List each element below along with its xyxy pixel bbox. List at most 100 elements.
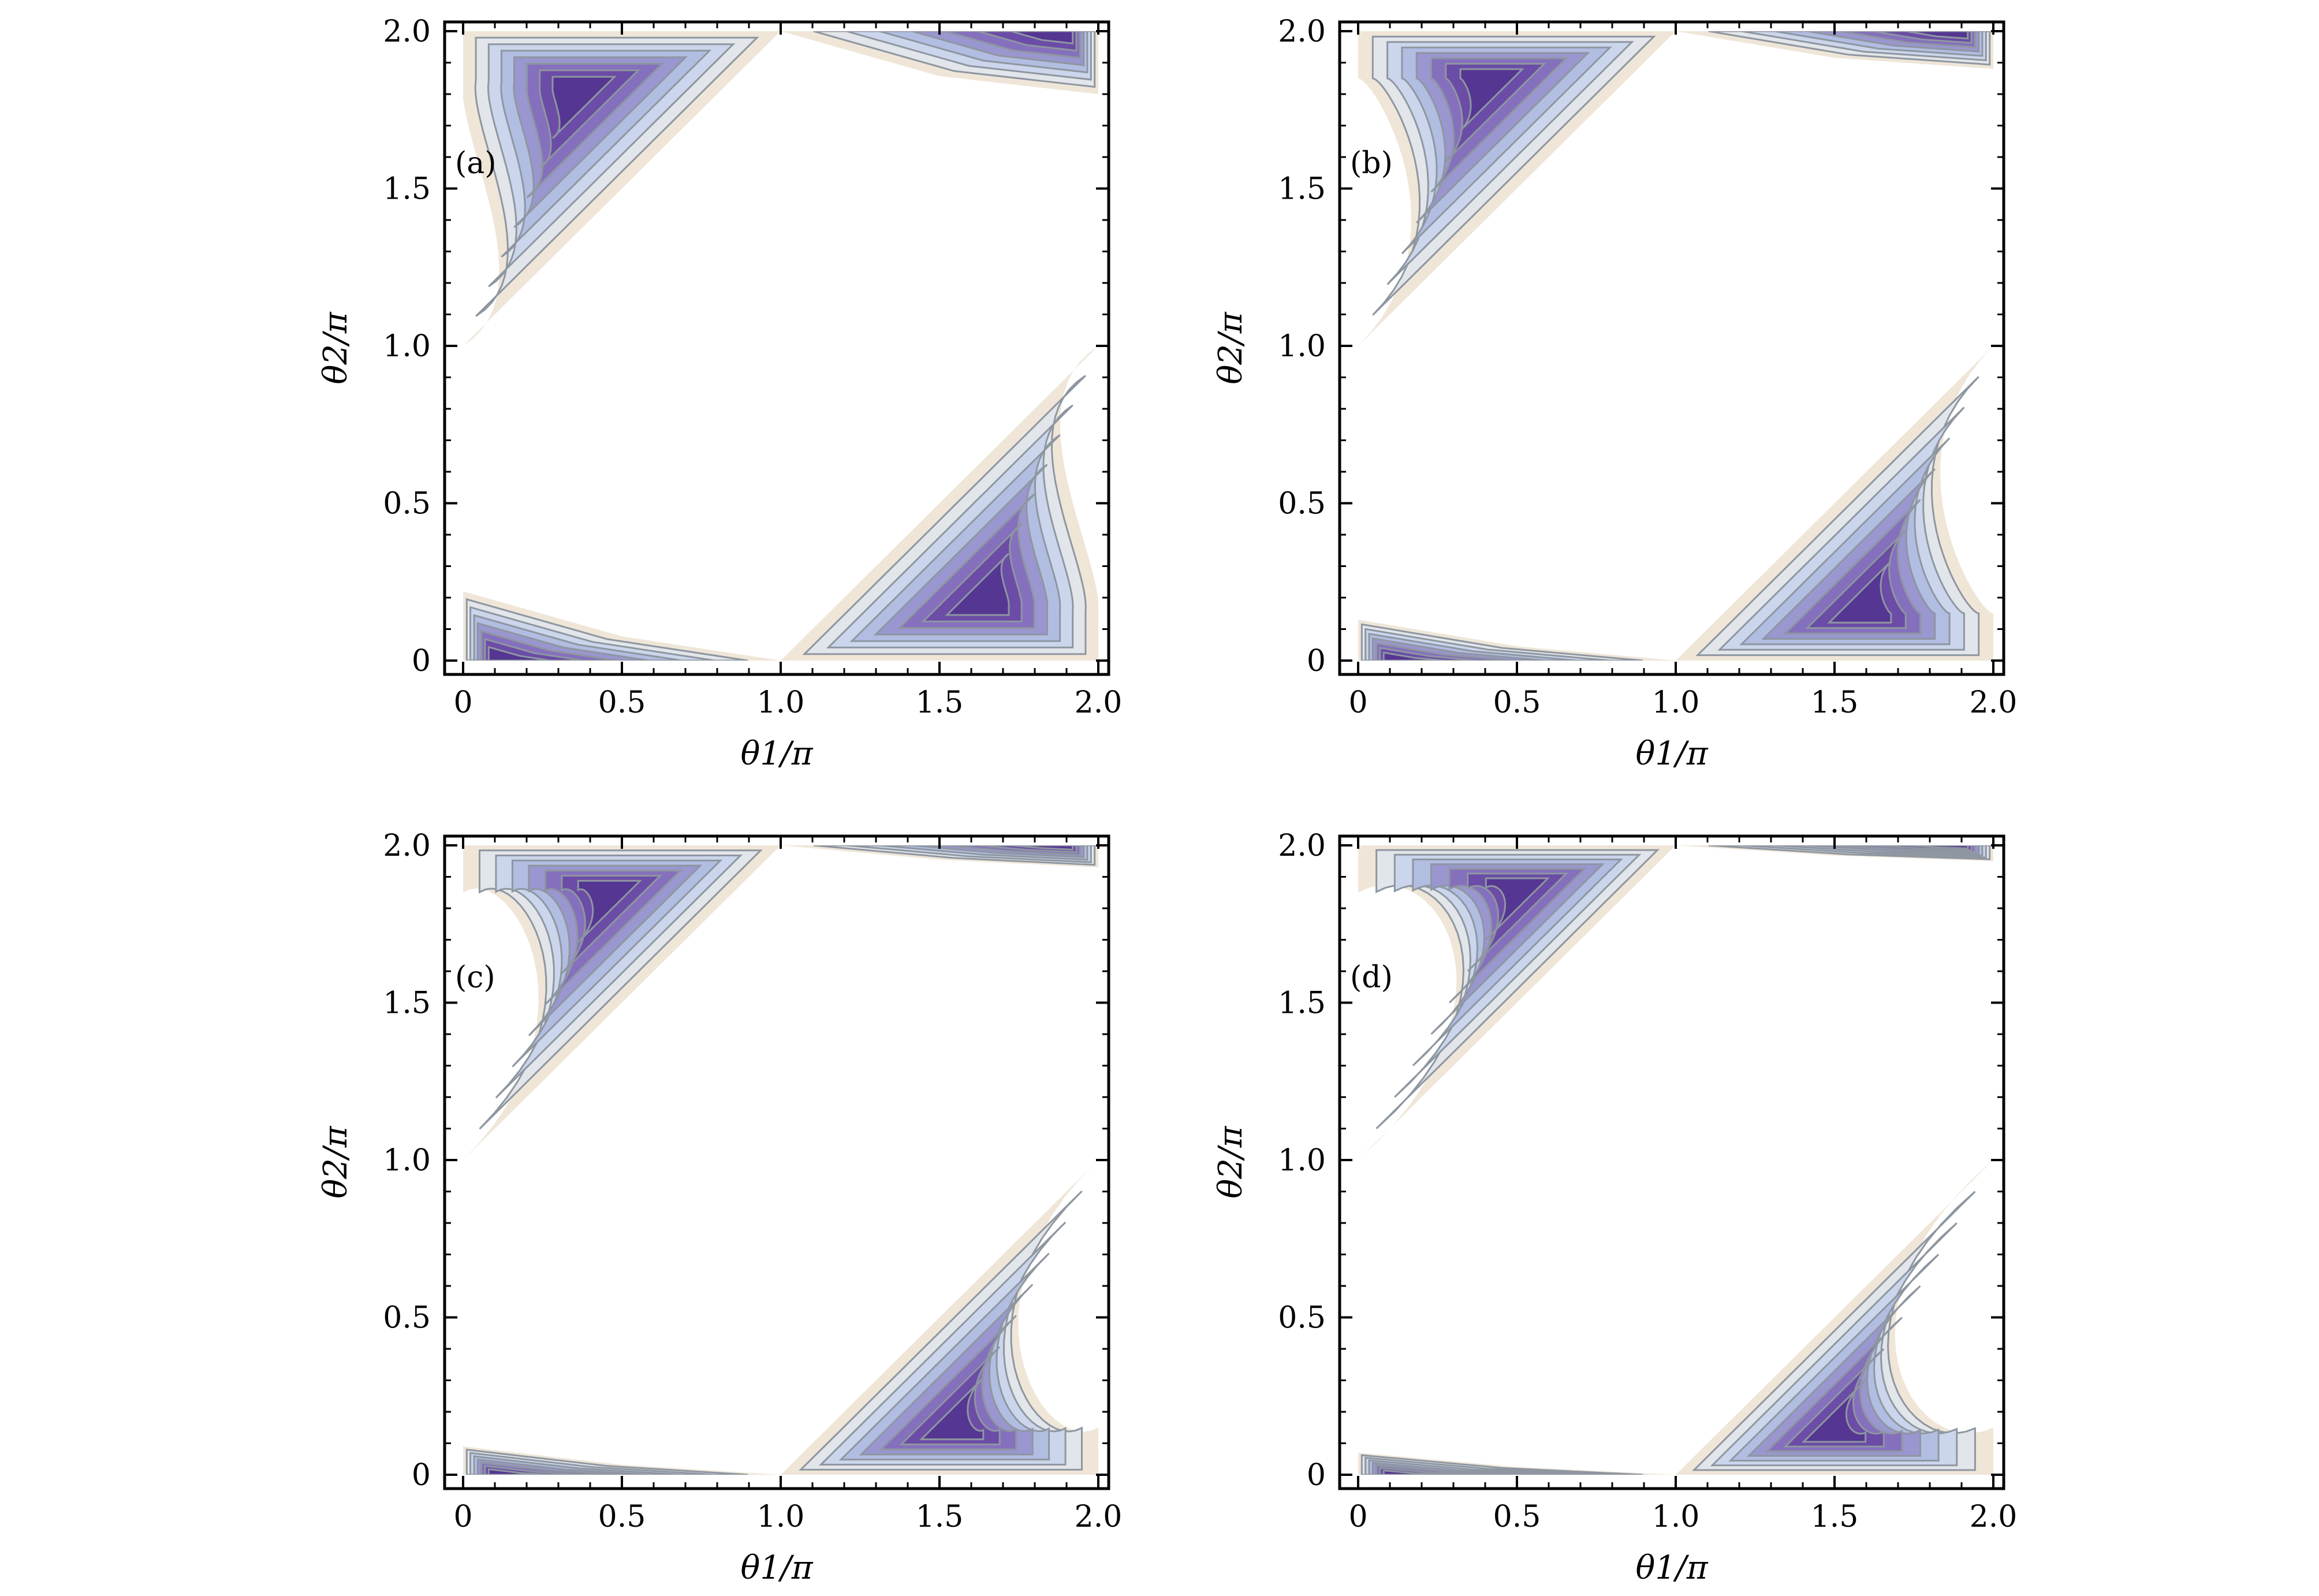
- upper-left-lobe: [1358, 845, 1676, 1160]
- contour-band-7: [577, 879, 643, 943]
- contour-band-7: [1382, 651, 1446, 661]
- x-tick-label: 0: [453, 685, 472, 720]
- x-tick-label: 0.5: [1493, 685, 1541, 720]
- y-tick-label: 1.5: [383, 172, 431, 207]
- contour-area: [463, 845, 1098, 1475]
- x-tick-label: 0.5: [598, 685, 646, 720]
- contour-band-0: [1358, 845, 1676, 1160]
- contour-band-5: [1448, 868, 1587, 1004]
- contour-band-7: [919, 1377, 985, 1441]
- contour-band-6: [561, 875, 662, 974]
- y-tick-label: 0.5: [383, 1301, 431, 1336]
- panel-label: (a): [455, 146, 497, 181]
- y-tick-label: 2.0: [1278, 14, 1326, 49]
- x-axis-label: θ1/π: [1635, 735, 1708, 773]
- contour-band-7: [487, 646, 551, 661]
- panel-label: (d): [1350, 960, 1393, 995]
- contour-band-6: [899, 1346, 1001, 1445]
- x-tick-label: 0.5: [598, 1500, 646, 1534]
- lower-right-lobe: [1676, 1160, 1993, 1475]
- contour-area: [1358, 845, 1993, 1475]
- x-axis-label: θ1/π: [740, 1549, 813, 1587]
- contour-band-6: [1783, 1348, 1885, 1448]
- lower-right-lobe: [1676, 346, 1993, 661]
- x-tick-label: 1.5: [916, 685, 964, 720]
- panel-a: 00 0.5 0.5 1.0 1.0 1.5 1.5 2.0 2.0 θ1/π θ2/π (a): [317, 14, 1122, 773]
- y-axis-label: θ2/π: [1212, 1125, 1250, 1198]
- x-tick-label: 1.0: [757, 685, 805, 720]
- x-tick-label: 1.5: [1811, 1500, 1859, 1534]
- y-tick-label: 1.0: [1278, 329, 1326, 364]
- y-axis-label: θ2/π: [317, 1125, 355, 1198]
- x-tick-label: 2.0: [1970, 685, 2018, 720]
- y-tick-label: 0.5: [1278, 1301, 1326, 1336]
- y-axis-label: θ2/π: [1212, 311, 1250, 384]
- contour-band-3: [1728, 1254, 1940, 1462]
- plot-frame: [1338, 20, 2005, 676]
- upper-strip: [1676, 845, 1993, 862]
- plot-frame: [1338, 834, 2005, 1490]
- contour-band-7: [1382, 1469, 1446, 1475]
- lower-strip: [463, 591, 781, 661]
- contour-band-7: [1459, 68, 1524, 132]
- contour-band-5: [544, 870, 683, 1005]
- x-tick-label: 0: [1348, 1500, 1367, 1534]
- contour-band-1: [1375, 849, 1660, 1129]
- upper-strip: [781, 845, 1098, 868]
- contour-band-7: [1906, 845, 1969, 849]
- contour-band-7: [551, 76, 617, 139]
- y-tick-label: 1.0: [1278, 1143, 1326, 1178]
- x-tick-label: 2.0: [1075, 1500, 1123, 1534]
- upper-left-lobe: [463, 845, 781, 1160]
- contour-band-0: [1676, 1160, 1993, 1475]
- x-tick-label: 1.0: [1652, 685, 1700, 720]
- y-tick-label: 0: [412, 1458, 431, 1493]
- contour-area: [463, 31, 1098, 661]
- plot-frame: [443, 834, 1110, 1490]
- upper-strip: [781, 31, 1098, 94]
- x-tick-label: 2.0: [1075, 685, 1123, 720]
- upper-left-lobe: [463, 31, 781, 346]
- contour-band-5: [1765, 1317, 1903, 1452]
- y-tick-label: 1.5: [1278, 986, 1326, 1021]
- y-tick-label: 0: [1307, 644, 1326, 678]
- panel-b: 00 0.5 0.5 1.0 1.0 1.5 1.5 2.0 2.0 θ1/π θ2/π (b): [1212, 14, 2017, 773]
- contour-band-6: [1467, 872, 1568, 972]
- contour-band-7: [1801, 1379, 1867, 1443]
- x-tick-label: 1.5: [916, 1500, 964, 1534]
- panel-d: 00 0.5 0.5 1.0 1.0 1.5 1.5 2.0 2.0 θ1/π θ2/π (d): [1212, 829, 2017, 1587]
- contour-band-7: [1011, 845, 1074, 851]
- panel-label: (c): [455, 960, 495, 995]
- lower-strip: [1358, 1452, 1676, 1475]
- panel-c: 00 0.5 0.5 1.0 1.0 1.5 1.5 2.0 2.0 θ1/π θ2/π (c): [317, 829, 1122, 1587]
- upper-left-lobe: [1358, 31, 1676, 346]
- y-tick-label: 2.0: [383, 14, 431, 49]
- contour-band-5: [879, 1315, 1017, 1450]
- contour-band-1: [1691, 1191, 1976, 1471]
- contour-band-7: [945, 553, 1010, 616]
- lower-right-lobe: [781, 346, 1098, 661]
- contour-band-7: [1906, 31, 1969, 40]
- y-tick-label: 0: [1307, 1458, 1326, 1493]
- y-tick-label: 1.5: [1278, 172, 1326, 207]
- y-axis-label: θ2/π: [317, 311, 355, 384]
- x-tick-label: 0.5: [1493, 1500, 1541, 1534]
- y-tick-label: 0.5: [1278, 487, 1326, 521]
- contour-band-3: [1412, 858, 1623, 1067]
- contour-band-7: [487, 1468, 551, 1475]
- y-tick-label: 0.5: [383, 487, 431, 521]
- contour-band-7: [1011, 31, 1074, 44]
- lower-right-lobe: [781, 1160, 1098, 1475]
- contour-band-2: [1710, 1222, 1958, 1467]
- y-tick-label: 0: [412, 644, 431, 678]
- panel-label: (b): [1350, 146, 1393, 181]
- x-axis-label: θ1/π: [1635, 1549, 1708, 1587]
- y-tick-label: 2.0: [1278, 829, 1326, 863]
- contour-band-7: [1485, 877, 1550, 941]
- x-tick-label: 0: [453, 1500, 472, 1534]
- x-tick-label: 1.0: [1652, 1500, 1700, 1534]
- y-tick-label: 1.5: [383, 986, 431, 1021]
- x-tick-label: 2.0: [1970, 1500, 2018, 1534]
- x-tick-label: 0: [1348, 685, 1367, 720]
